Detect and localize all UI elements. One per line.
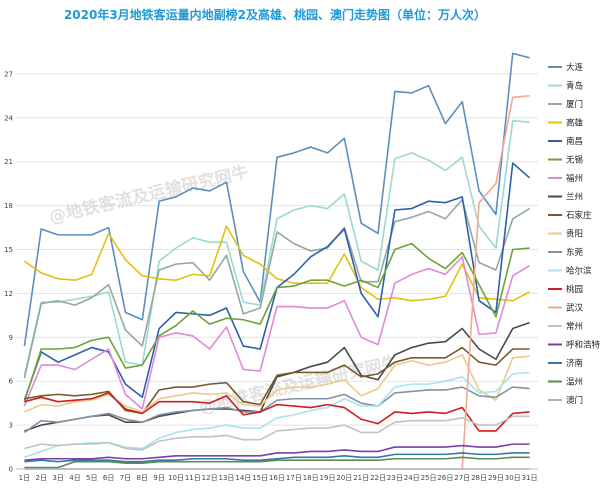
x-tick-label: 16日	[269, 474, 285, 482]
legend-label: 哈尔滨	[566, 266, 592, 277]
x-tick-label: 29日	[488, 474, 504, 482]
legend: 大连青岛厦门高雄南昌无锡福州兰州石家庄贵阳东莞哈尔滨桃园武汉常州呼和浩特济南温州…	[548, 62, 600, 406]
x-tick-label: 5日	[86, 474, 97, 482]
x-tick-label: 17日	[286, 474, 302, 482]
x-tick-label: 26日	[437, 474, 453, 482]
y-tick-label: 15	[4, 246, 13, 254]
legend-label: 福州	[566, 173, 583, 184]
legend-label: 无锡	[566, 156, 584, 166]
x-tick-label: 9日	[153, 474, 164, 482]
legend-label: 温州	[566, 377, 583, 388]
y-tick-label: 27	[4, 70, 13, 78]
x-tick-label: 8日	[137, 474, 148, 482]
x-tick-label: 4日	[69, 474, 80, 482]
x-tick-label: 12日	[202, 474, 218, 482]
y-tick-label: 21	[4, 158, 13, 166]
x-tick-label: 31日	[522, 474, 538, 482]
legend-label: 济南	[566, 358, 583, 369]
x-tick-label: 11日	[185, 474, 201, 482]
watermark: @地铁客流及运输研究网牛@地铁客流及运输研究网牛	[47, 161, 400, 417]
legend-label: 石家庄	[566, 210, 592, 221]
x-tick-label: 15日	[252, 474, 268, 482]
y-tick-label: 18	[4, 202, 13, 210]
y-tick-label: 9	[9, 334, 13, 342]
x-tick-label: 14日	[235, 474, 251, 482]
x-tick-label: 13日	[219, 474, 235, 482]
x-tick-label: 2日	[36, 474, 47, 482]
y-tick-label: 12	[4, 290, 13, 298]
legend-label: 桃园	[566, 284, 583, 295]
x-tick-label: 18日	[303, 474, 319, 482]
x-tick-label: 19日	[320, 474, 336, 482]
x-tick-label: 3日	[52, 474, 63, 482]
chart-title: 2020年3月地铁客运量内地副榜2及高雄、桃园、澳门走势图（单位：万人次）	[64, 7, 486, 22]
legend-label: 武汉	[566, 303, 584, 314]
legend-label: 澳门	[566, 395, 583, 406]
x-tick-label: 27日	[454, 474, 470, 482]
series-lines	[24, 53, 529, 469]
x-tick-label: 22日	[370, 474, 386, 482]
legend-label: 厦门	[566, 99, 583, 110]
x-tick-label: 10日	[168, 474, 184, 482]
legend-label: 贵阳	[566, 229, 583, 240]
series-line-14	[24, 96, 529, 469]
legend-label: 高雄	[566, 118, 584, 129]
x-tick-label: 24日	[404, 474, 420, 482]
y-tick-label: 6	[9, 378, 14, 386]
x-tick-label: 21日	[353, 474, 369, 482]
legend-label: 常州	[566, 321, 583, 332]
x-tick-label: 25日	[421, 474, 437, 482]
x-tick-label: 1日	[19, 474, 30, 482]
legend-label: 南昌	[566, 136, 583, 147]
grid	[16, 74, 538, 469]
x-tick-label: 30日	[505, 474, 521, 482]
watermark-text: @地铁客流及运输研究网牛	[47, 161, 250, 227]
x-tick-label: 7日	[120, 474, 131, 482]
x-tick-label: 6日	[103, 474, 114, 482]
legend-label: 青岛	[566, 81, 583, 92]
y-tick-label: 24	[4, 114, 13, 122]
legend-label: 呼和浩特	[566, 340, 600, 351]
x-tick-label: 28日	[471, 474, 487, 482]
legend-label: 兰州	[566, 192, 583, 203]
legend-label: 东莞	[566, 247, 584, 258]
legend-label: 大连	[566, 62, 584, 73]
x-tick-label: 20日	[336, 474, 352, 482]
y-tick-label: 3	[9, 422, 13, 430]
y-tick-label: 0	[9, 466, 13, 474]
x-tick-label: 23日	[387, 474, 403, 482]
series-line-15	[24, 416, 529, 450]
